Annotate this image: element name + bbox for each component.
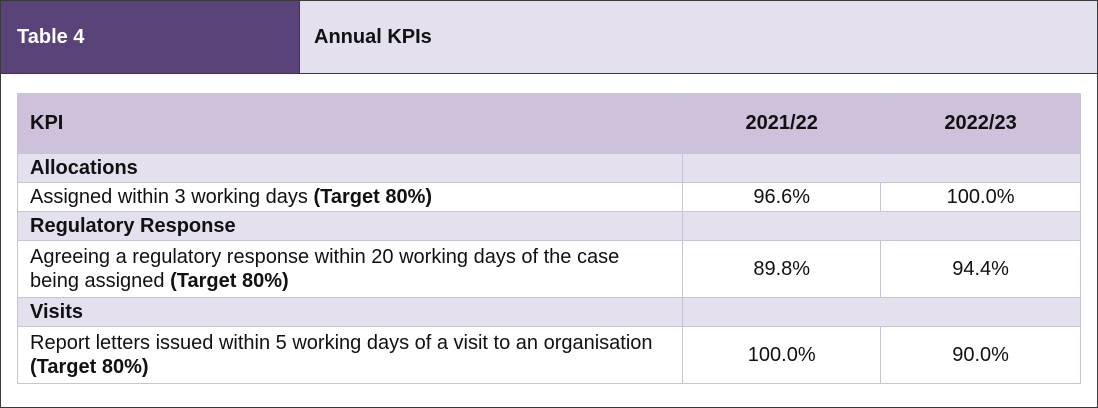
value-2021-22: 96.6% (682, 182, 882, 212)
table-row: Assigned within 3 working days (Target 8… (16, 182, 1081, 212)
column-header-row: KPI 2021/22 2022/23 (16, 93, 1081, 154)
section-empty-cell (682, 297, 1081, 327)
value-2022-23: 90.0% (880, 326, 1081, 384)
kpi-target: (Target 80%) (170, 270, 289, 292)
table-title: Annual KPIs (300, 1, 1097, 73)
kpi-cell: Report letters issued within 5 working d… (16, 326, 684, 384)
kpi-target: (Target 80%) (30, 356, 149, 378)
value-2021-22: 100.0% (682, 326, 882, 384)
section-empty-cell (682, 211, 1081, 241)
value-2022-23: 94.4% (880, 240, 1081, 298)
kpi-table: KPI 2021/22 2022/23 Allocations Assigned… (16, 93, 1081, 384)
value-2021-22: 89.8% (682, 240, 882, 298)
section-row-allocations: Allocations (16, 153, 1081, 183)
kpi-target: (Target 80%) (313, 186, 433, 208)
kpi-cell: Assigned within 3 working days (Target 8… (16, 182, 684, 212)
kpi-description: Agreeing a regulatory response within 20… (30, 246, 620, 292)
kpi-description: Assigned within 3 working days (30, 186, 308, 208)
table-caption: Table 4 Annual KPIs (1, 1, 1097, 74)
kpi-cell: Agreeing a regulatory response within 20… (16, 240, 684, 298)
column-header-2022-23: 2022/23 (880, 93, 1081, 154)
section-label: Allocations (16, 153, 684, 183)
column-header-2021-22: 2021/22 (682, 93, 882, 154)
table-number: Table 4 (1, 1, 300, 73)
table-row: Agreeing a regulatory response within 20… (16, 240, 1081, 298)
kpi-description: Report letters issued within 5 working d… (30, 332, 653, 354)
section-label: Visits (16, 297, 684, 327)
value-2022-23: 100.0% (880, 182, 1081, 212)
column-header-kpi: KPI (16, 93, 684, 154)
section-empty-cell (682, 153, 1081, 183)
section-row-visits: Visits (16, 297, 1081, 327)
section-row-regulatory-response: Regulatory Response (16, 211, 1081, 241)
section-label: Regulatory Response (16, 211, 684, 241)
table-row: Report letters issued within 5 working d… (16, 326, 1081, 384)
